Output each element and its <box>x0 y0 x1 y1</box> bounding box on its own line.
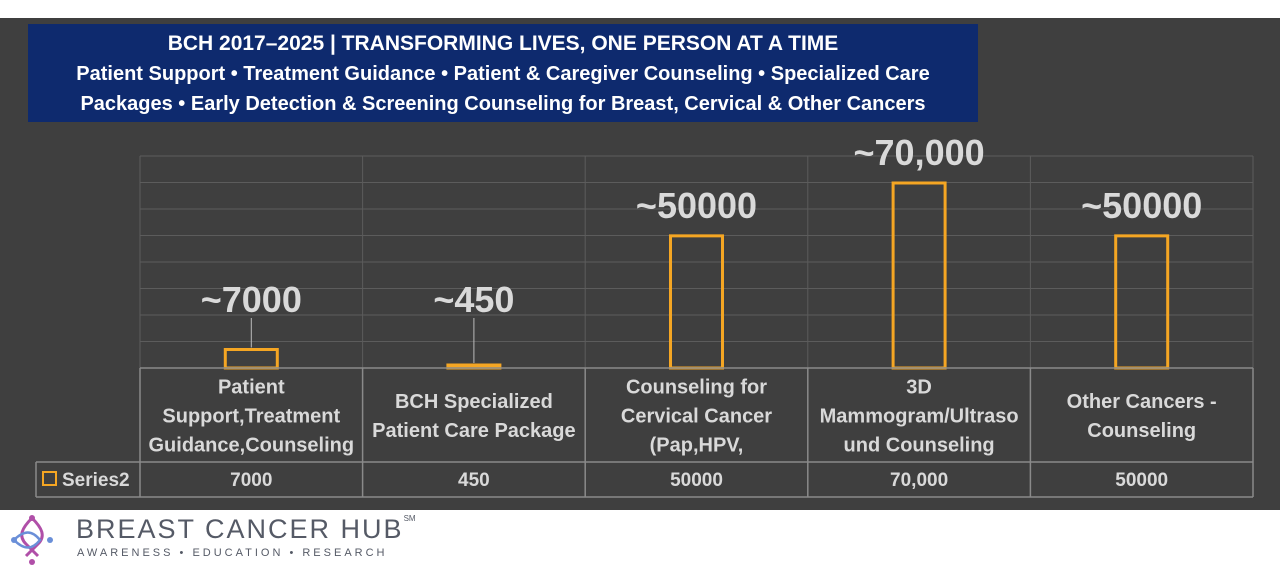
data-label: ~450 <box>433 279 514 320</box>
chart-subtitle-line-1: Patient Support • Treatment Guidance • P… <box>76 63 930 85</box>
brand-name-text: BREAST CANCER HUB <box>76 514 404 544</box>
category-label: Patient <box>218 377 285 399</box>
brand-tagline: AWARENESS • EDUCATION • RESEARCH <box>77 547 388 559</box>
category-label: Counseling <box>1087 420 1196 442</box>
data-label: ~50000 <box>1081 185 1202 226</box>
bar <box>1114 234 1170 370</box>
legend-series-name: Series2 <box>62 470 130 491</box>
table-value: 50000 <box>1115 470 1168 491</box>
table-value: 7000 <box>230 470 272 491</box>
category-label: Mammogram/Ultraso <box>820 406 1019 428</box>
table-value: 70,000 <box>890 470 948 491</box>
bar <box>669 234 724 370</box>
data-label: ~70,000 <box>854 132 985 173</box>
data-label: ~7000 <box>201 279 302 320</box>
chart-title: BCH 2017–2025 | TRANSFORMING LIVES, ONE … <box>167 32 839 55</box>
data-label: ~50000 <box>636 185 757 226</box>
brand-name: BREAST CANCER HUBSM <box>76 514 416 545</box>
bar <box>891 181 947 370</box>
category-label: Other Cancers - <box>1067 391 1217 413</box>
chart-title-box: BCH 2017–2025 | TRANSFORMING LIVES, ONE … <box>28 24 978 122</box>
category-label: Guidance,Counseling <box>149 435 355 457</box>
category-label: BCH Specialized <box>395 391 553 413</box>
category-label: und Counseling <box>844 435 995 457</box>
chart-subtitle-line-2: Packages • Early Detection & Screening C… <box>80 93 926 115</box>
category-label: (Pap,HPV, <box>650 435 744 457</box>
category-label: 3D <box>906 377 932 399</box>
table-value: 450 <box>458 470 490 491</box>
category-label: Patient Care Package <box>372 420 575 442</box>
category-label: Support,Treatment <box>162 406 340 428</box>
bar <box>223 348 279 370</box>
legend-key <box>42 471 57 486</box>
ribbon-logo-icon <box>11 515 53 565</box>
category-label: Cervical Cancer <box>621 406 772 428</box>
service-mark: SM <box>403 514 416 523</box>
table-value: 50000 <box>670 470 723 491</box>
category-label: Counseling for <box>626 377 767 399</box>
